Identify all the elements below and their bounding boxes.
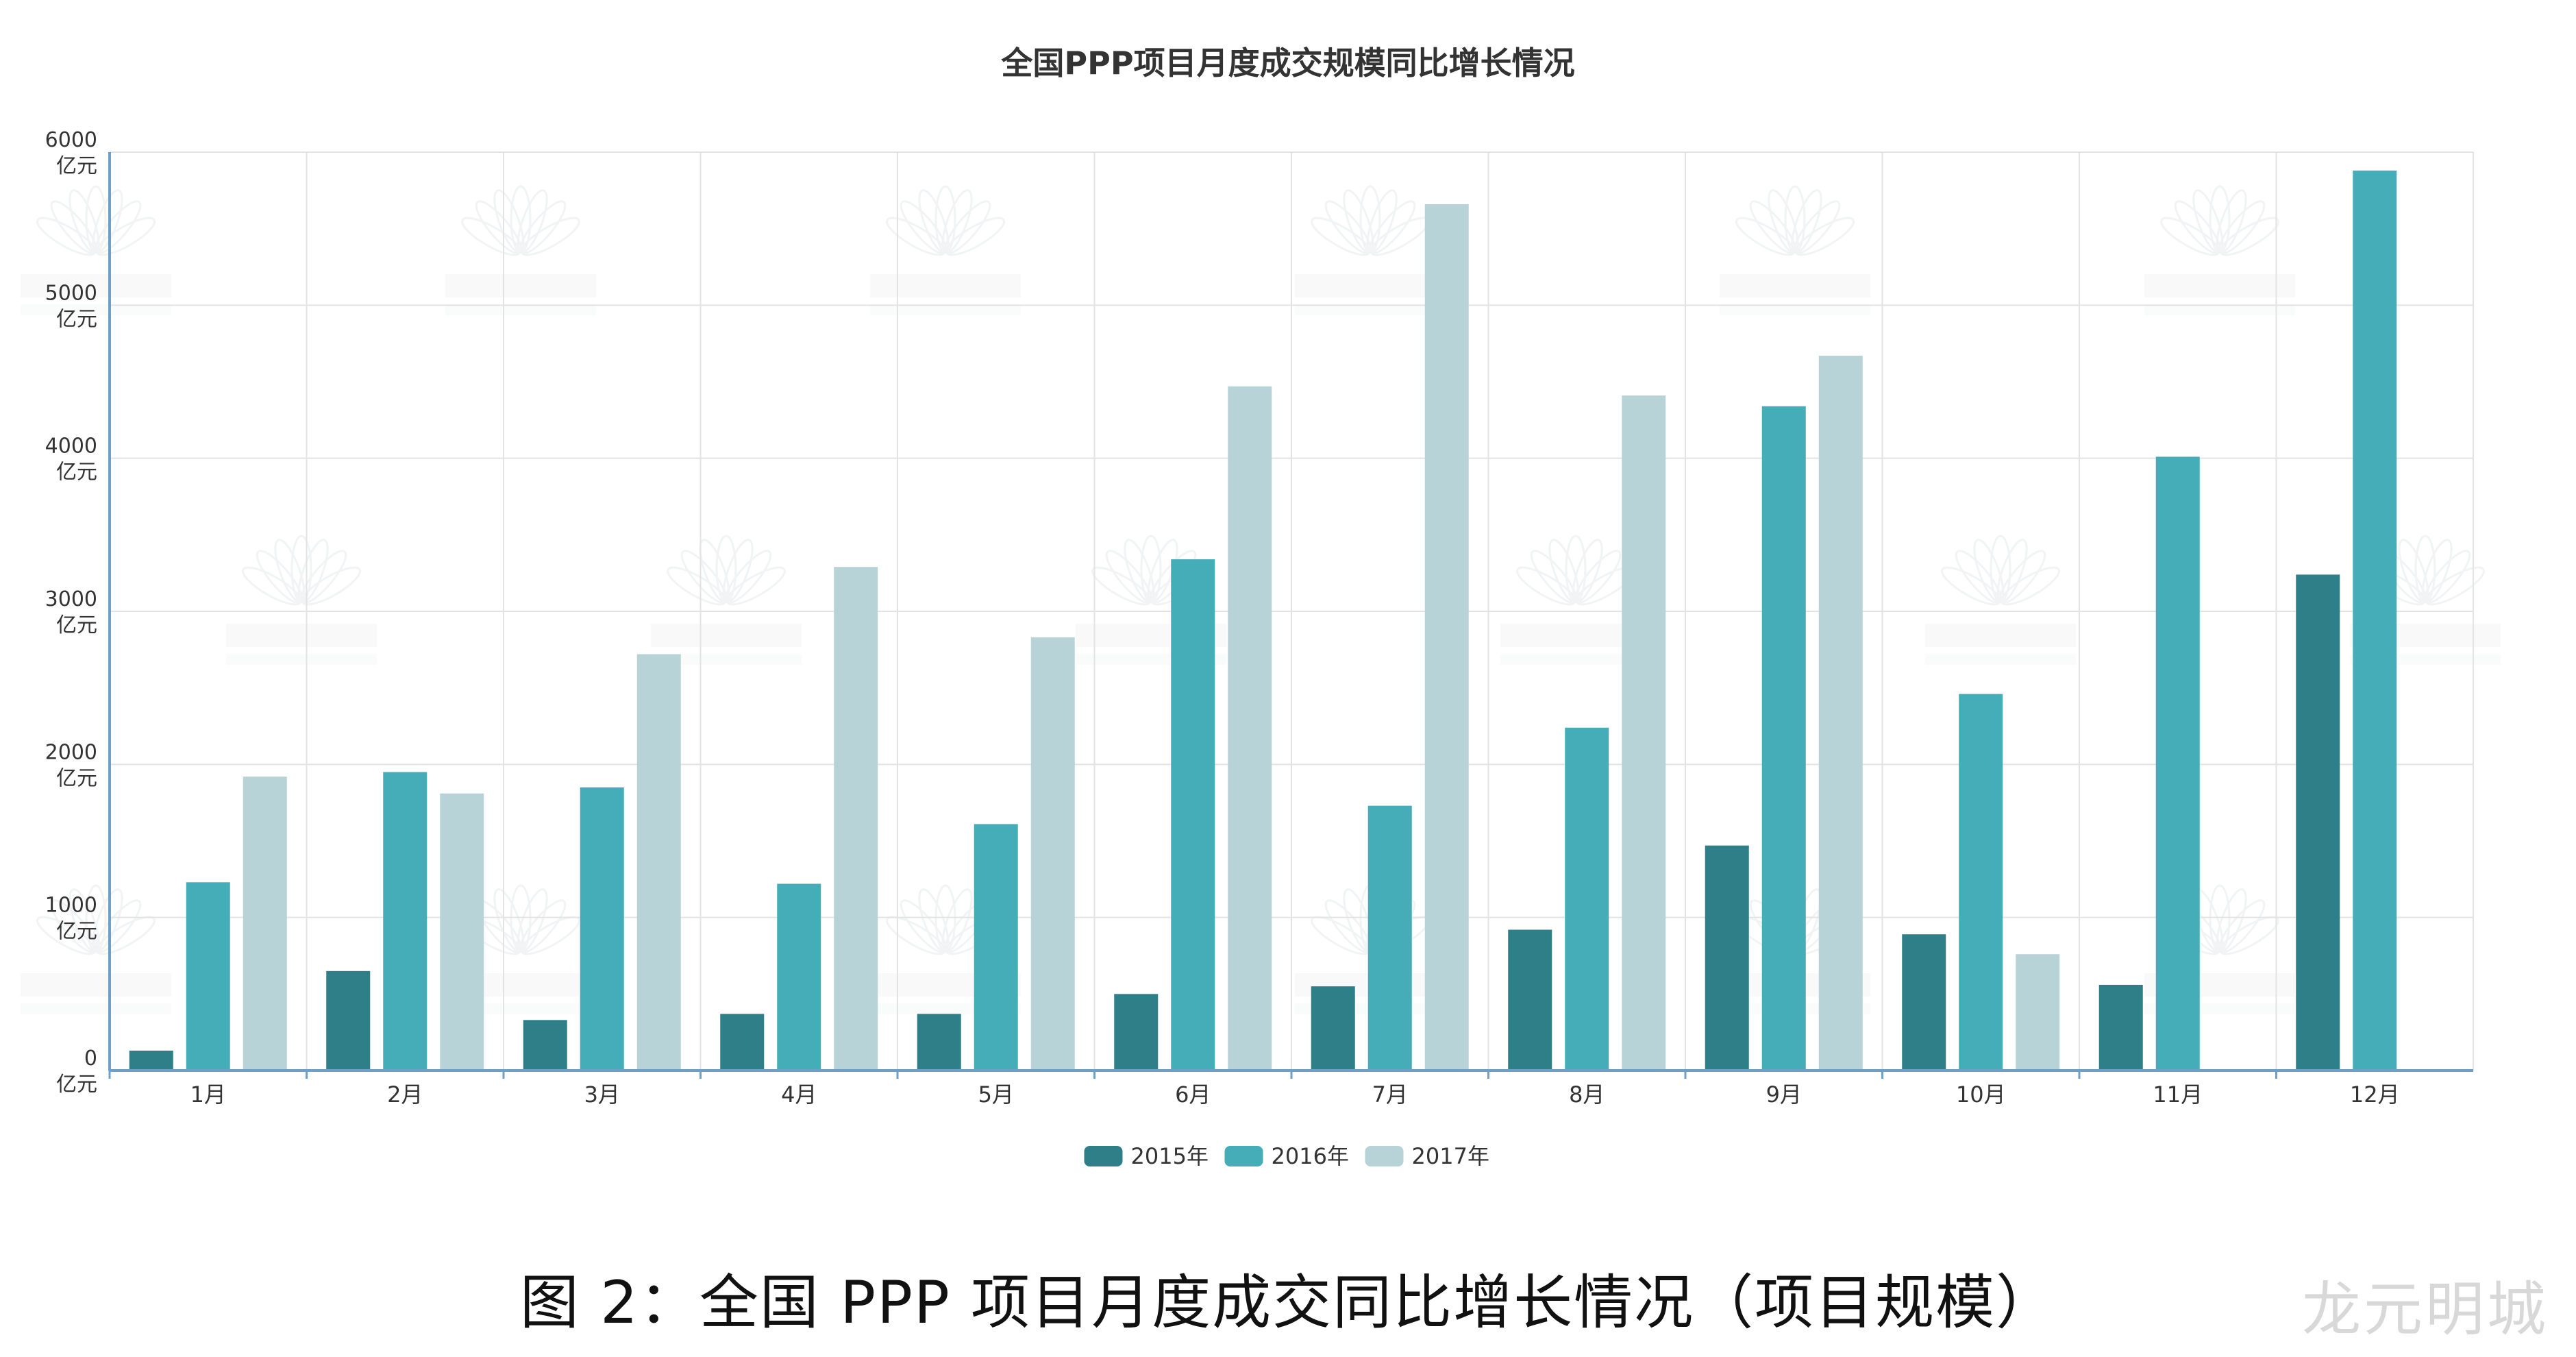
bar-2017年-9月[interactable] xyxy=(1818,356,1863,1071)
bar-2016年-8月[interactable] xyxy=(1565,727,1609,1071)
legend-swatch xyxy=(1084,1146,1123,1166)
legend-swatch xyxy=(1224,1146,1263,1166)
bar-2016年-9月[interactable] xyxy=(1761,406,1806,1071)
y-tick-unit: 亿元 xyxy=(56,461,97,485)
bar-2017年-8月[interactable] xyxy=(1622,395,1666,1071)
bar-2015年-7月[interactable] xyxy=(1311,986,1355,1071)
x-tick-label: 8月 xyxy=(1569,1081,1605,1108)
x-tick-label: 9月 xyxy=(1766,1081,1802,1108)
legend-item[interactable]: 2016年 xyxy=(1224,1143,1349,1169)
bar-2015年-11月[interactable] xyxy=(2098,984,2143,1071)
y-tick-unit: 亿元 xyxy=(56,766,97,790)
x-tick-label: 3月 xyxy=(584,1081,620,1108)
watermark-logo-icon xyxy=(651,535,802,665)
bar-2015年-6月[interactable] xyxy=(1114,994,1159,1071)
bar-2016年-11月[interactable] xyxy=(2155,456,2200,1071)
y-tick-unit: 亿元 xyxy=(56,920,97,944)
y-tick-unit: 亿元 xyxy=(56,1073,97,1097)
chart-title: 全国PPP项目月度成交规模同比增长情况 xyxy=(1000,45,1574,82)
bar-2015年-8月[interactable] xyxy=(1508,929,1552,1071)
bar-2016年-12月[interactable] xyxy=(2353,170,2397,1071)
bar-2017年-7月[interactable] xyxy=(1424,204,1469,1071)
bar-2015年-12月[interactable] xyxy=(2296,574,2340,1071)
watermark-logo-icon xyxy=(445,185,596,315)
x-axis-ticks: 1月 2月 3月 4月 5月 6月 7月 8月 9月 10月 11月 12月 xyxy=(108,1071,2400,1108)
watermark-logo-icon xyxy=(870,185,1021,315)
watermark-logo-icon xyxy=(1925,535,2076,665)
bar-2015年-1月[interactable] xyxy=(129,1050,173,1071)
x-tick-label: 7月 xyxy=(1372,1081,1408,1108)
bar-2015年-10月[interactable] xyxy=(1902,934,1946,1071)
bar-2016年-2月[interactable] xyxy=(383,772,428,1071)
bar-2016年-6月[interactable] xyxy=(1171,559,1215,1071)
bar-2017年-2月[interactable] xyxy=(440,793,484,1071)
bar-2016年-4月[interactable] xyxy=(777,883,821,1071)
y-tick-unit: 亿元 xyxy=(56,307,97,331)
legend-item[interactable]: 2015年 xyxy=(1084,1143,1209,1169)
x-tick-label: 12月 xyxy=(2350,1081,2400,1108)
y-tick-label: 1000 xyxy=(45,894,97,918)
x-tick-label: 6月 xyxy=(1175,1081,1211,1108)
bars xyxy=(129,170,2397,1071)
legend-label: 2017年 xyxy=(1412,1143,1489,1169)
y-tick-label: 0 xyxy=(84,1047,97,1071)
x-tick-label: 4月 xyxy=(781,1081,817,1108)
legend-label: 2016年 xyxy=(1272,1143,1349,1169)
bar-2016年-1月[interactable] xyxy=(186,882,230,1071)
bar-2015年-2月[interactable] xyxy=(326,970,371,1071)
legend-swatch xyxy=(1365,1146,1404,1166)
legend-label: 2015年 xyxy=(1131,1143,1209,1169)
bar-2015年-3月[interactable] xyxy=(523,1020,567,1071)
bar-2017年-1月[interactable] xyxy=(243,777,287,1071)
bar-2016年-3月[interactable] xyxy=(580,787,624,1071)
bar-2015年-4月[interactable] xyxy=(720,1014,765,1071)
bar-2017年-5月[interactable] xyxy=(1030,637,1075,1071)
bar-2016年-10月[interactable] xyxy=(1959,694,2003,1071)
bar-2017年-10月[interactable] xyxy=(2016,954,2060,1071)
watermark-logo-icon xyxy=(226,535,377,665)
bar-2017年-3月[interactable] xyxy=(636,654,681,1071)
bar-2015年-5月[interactable] xyxy=(917,1014,961,1071)
y-tick-label: 4000 xyxy=(45,435,97,459)
y-tick-label: 2000 xyxy=(45,740,97,764)
y-tick-label: 5000 xyxy=(45,281,97,305)
watermark-logo-icon xyxy=(21,884,171,1014)
watermark-logo-icon xyxy=(2144,185,2295,315)
y-tick-unit: 亿元 xyxy=(56,613,97,637)
x-tick-label: 1月 xyxy=(190,1081,226,1108)
corner-watermark: 龙元明城 xyxy=(2302,1275,2549,1344)
legend-item[interactable]: 2017年 xyxy=(1365,1143,1489,1169)
x-tick-label: 10月 xyxy=(1956,1081,2006,1108)
x-tick-label: 5月 xyxy=(978,1081,1014,1108)
watermark-logo-icon xyxy=(1720,185,1870,315)
watermark-logo-icon xyxy=(1295,185,1446,315)
watermark-logo-icon xyxy=(21,185,171,315)
bar-2017年-4月[interactable] xyxy=(834,567,878,1071)
x-tick-label: 11月 xyxy=(2153,1081,2203,1108)
bar-2017年-6月[interactable] xyxy=(1228,386,1272,1071)
figure-caption: 图 2：全国 PPP 项目月度成交同比增长情况（项目规模） xyxy=(519,1269,2057,1337)
bar-2016年-7月[interactable] xyxy=(1367,805,1412,1071)
y-tick-unit: 亿元 xyxy=(56,154,97,178)
x-tick-label: 2月 xyxy=(387,1081,423,1108)
bar-2015年-9月[interactable] xyxy=(1705,845,1749,1071)
y-tick-label: 3000 xyxy=(45,587,97,611)
y-tick-label: 6000 xyxy=(45,128,97,152)
legend[interactable]: 2015年 2016年 2017年 xyxy=(1084,1143,1489,1169)
bar-2016年-5月[interactable] xyxy=(974,824,1018,1071)
